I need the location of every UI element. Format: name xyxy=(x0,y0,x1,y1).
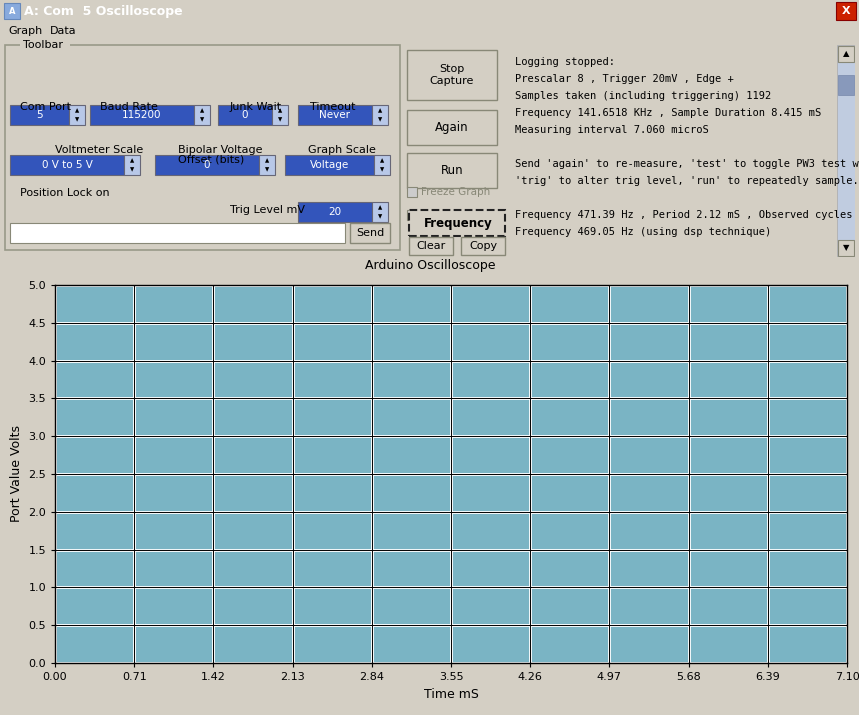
Bar xyxy=(272,105,288,125)
Text: Data: Data xyxy=(50,26,76,36)
Bar xyxy=(20,39,70,51)
Text: Baud Rate: Baud Rate xyxy=(100,102,158,112)
Bar xyxy=(194,105,210,125)
Text: 0: 0 xyxy=(241,110,248,120)
Text: Clear: Clear xyxy=(417,241,446,251)
Text: Run: Run xyxy=(441,164,463,177)
Text: Frequency 469.05 Hz (using dsp technique): Frequency 469.05 Hz (using dsp technique… xyxy=(515,227,771,237)
Text: ▼: ▼ xyxy=(277,117,282,122)
Text: ▼: ▼ xyxy=(75,117,79,122)
Text: 115200: 115200 xyxy=(122,110,161,120)
Text: Toolbar: Toolbar xyxy=(23,40,63,50)
Bar xyxy=(461,237,505,255)
Text: Graph Scale: Graph Scale xyxy=(308,145,376,155)
Bar xyxy=(4,3,20,19)
Bar xyxy=(298,202,372,222)
Text: ▼: ▼ xyxy=(265,167,269,172)
Bar xyxy=(407,187,417,197)
Bar xyxy=(407,50,497,100)
Y-axis label: Port Value Volts: Port Value Volts xyxy=(9,425,22,523)
Text: ▼: ▼ xyxy=(200,117,204,122)
Text: Graph: Graph xyxy=(8,26,42,36)
Text: Send: Send xyxy=(356,228,384,238)
Text: ▲: ▲ xyxy=(380,158,384,163)
X-axis label: Time mS: Time mS xyxy=(423,688,478,701)
Text: Samples taken (including triggering) 1192: Samples taken (including triggering) 119… xyxy=(515,91,771,101)
Text: Lock X Scale: Lock X Scale xyxy=(421,210,487,220)
Bar xyxy=(10,105,69,125)
Text: Copy: Copy xyxy=(469,241,497,251)
Bar xyxy=(372,202,388,222)
Bar xyxy=(218,105,272,125)
Text: 5: 5 xyxy=(36,110,43,120)
Text: ▲: ▲ xyxy=(277,108,282,113)
Text: Trig Level mV: Trig Level mV xyxy=(230,205,305,215)
Bar xyxy=(69,105,85,125)
Bar xyxy=(298,105,372,125)
Text: X: X xyxy=(842,6,850,16)
Bar xyxy=(285,155,374,175)
Bar xyxy=(124,155,140,175)
Text: Again: Again xyxy=(436,122,469,134)
Bar xyxy=(838,46,854,62)
Bar xyxy=(836,2,856,20)
Text: ▲: ▲ xyxy=(265,158,269,163)
Text: Offset (bits): Offset (bits) xyxy=(178,155,244,165)
Text: 'trig' to alter trig level, 'run' to repeatedly sample.: 'trig' to alter trig level, 'run' to rep… xyxy=(515,176,859,186)
Text: ▲: ▲ xyxy=(843,49,850,59)
Text: Prescalar 8 , Trigger 20mV , Edge +: Prescalar 8 , Trigger 20mV , Edge + xyxy=(515,74,734,84)
Text: Frequency 471.39 Hz , Period 2.12 mS , Observed cycles  2: Frequency 471.39 Hz , Period 2.12 mS , O… xyxy=(515,210,859,220)
Text: ▼: ▼ xyxy=(380,167,384,172)
Bar xyxy=(372,105,388,125)
Bar xyxy=(407,110,497,145)
Text: ▲: ▲ xyxy=(200,108,204,113)
Text: 0: 0 xyxy=(204,160,210,170)
Text: Send 'again' to re-measure, 'test' to toggle PW3 test wave,: Send 'again' to re-measure, 'test' to to… xyxy=(515,159,859,169)
Text: Logging stopped:: Logging stopped: xyxy=(515,57,615,67)
Text: Bipolar Voltage: Bipolar Voltage xyxy=(178,145,263,155)
Bar xyxy=(407,210,417,220)
Text: Never: Never xyxy=(320,110,350,120)
Text: Com Port: Com Port xyxy=(20,102,71,112)
Text: ▼: ▼ xyxy=(378,214,382,219)
Text: ▲: ▲ xyxy=(378,205,382,210)
Bar xyxy=(5,45,400,250)
Text: ▲: ▲ xyxy=(378,108,382,113)
Text: Voltage: Voltage xyxy=(310,160,349,170)
Bar xyxy=(409,237,453,255)
Bar xyxy=(155,155,259,175)
Bar xyxy=(409,210,505,236)
Text: Stop
Capture: Stop Capture xyxy=(430,64,474,86)
Bar xyxy=(350,223,390,243)
Text: Timeout: Timeout xyxy=(310,102,356,112)
Text: ▼: ▼ xyxy=(378,117,382,122)
Text: 20: 20 xyxy=(328,207,342,217)
Text: Arduino Oscilloscope: Arduino Oscilloscope xyxy=(365,259,496,272)
Text: 0 V to 5 V: 0 V to 5 V xyxy=(41,160,93,170)
Text: ▼: ▼ xyxy=(843,244,850,252)
Bar xyxy=(838,75,854,95)
Text: Freeze Graph: Freeze Graph xyxy=(421,187,490,197)
Text: ▲: ▲ xyxy=(130,158,134,163)
Text: Position Lock on: Position Lock on xyxy=(20,188,110,198)
Text: Frequency 141.6518 KHz , Sample Duration 8.415 mS: Frequency 141.6518 KHz , Sample Duration… xyxy=(515,108,821,118)
Bar xyxy=(838,240,854,256)
Text: ▲: ▲ xyxy=(75,108,79,113)
Bar xyxy=(374,155,390,175)
Bar xyxy=(259,155,275,175)
Text: Voltmeter Scale: Voltmeter Scale xyxy=(55,145,143,155)
Text: Frequency: Frequency xyxy=(423,217,492,230)
Bar xyxy=(10,155,124,175)
Text: Junk Wait: Junk Wait xyxy=(230,102,282,112)
Text: A: A xyxy=(9,6,15,16)
Bar xyxy=(90,105,194,125)
Text: Measuring interval 7.060 microS: Measuring interval 7.060 microS xyxy=(515,125,709,135)
Bar xyxy=(10,223,345,243)
Text: ▼: ▼ xyxy=(130,167,134,172)
Bar xyxy=(837,45,855,257)
Bar xyxy=(407,153,497,188)
Text: A: Com  5 Oscilloscope: A: Com 5 Oscilloscope xyxy=(24,4,183,17)
